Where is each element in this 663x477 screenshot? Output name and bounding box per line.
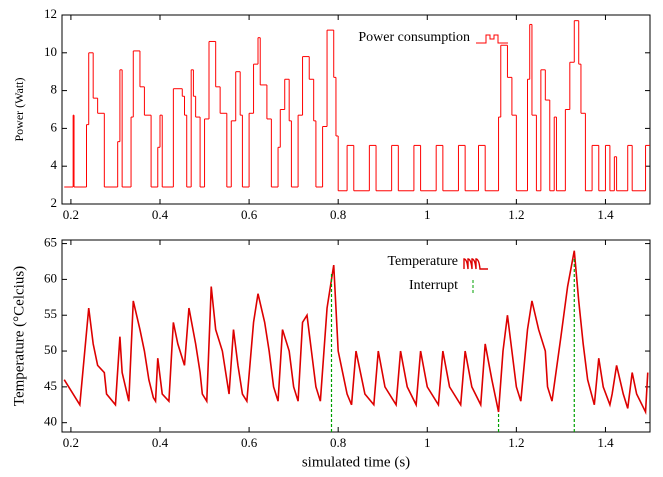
y-tick-label: 6 [51,119,58,134]
plot-area [64,20,650,192]
legend-label: Temperature [387,254,458,269]
legend-label: Interrupt [409,278,458,293]
y-tick-label: 50 [44,342,57,357]
y-axis-label: Temperature (°Celcius) [11,266,27,406]
plot-frame [61,239,651,433]
y-tick-label: 12 [44,6,57,21]
plot-frame [61,14,651,205]
y-tick-label: 8 [51,82,58,97]
x-tick-label: 1.2 [508,435,524,450]
x-tick-label: 1 [424,207,431,222]
x-tick-label: 1 [424,435,431,450]
y-tick-label: 40 [44,414,57,429]
x-tick-label: 0.8 [330,435,346,450]
x-axis-label: simulated time (s) [302,454,410,470]
x-tick-label: 1.2 [508,207,524,222]
y-tick-label: 60 [44,270,57,285]
y-tick-label: 10 [44,44,57,59]
x-tick-label: 0.6 [241,207,258,222]
x-tick-label: 0.4 [152,207,169,222]
legend-label: Power consumption [358,30,470,45]
x-tick-label: 0.6 [241,435,258,450]
x-tick-label: 0.8 [330,207,346,222]
plot-area [63,250,649,432]
x-tick-label: 0.2 [63,435,79,450]
y-tick-label: 45 [44,378,57,393]
y-tick-label: 2 [51,195,58,210]
y-axis-label: Power (Watt) [12,77,26,141]
x-tick-label: 0.2 [63,207,79,222]
x-tick-label: 1.4 [597,207,614,222]
x-tick-label: 1.4 [597,435,614,450]
legend-swatch [463,258,488,270]
y-tick-label: 55 [44,306,57,321]
x-tick-label: 0.4 [152,435,169,450]
y-tick-label: 65 [44,235,57,250]
temperature-line [63,250,649,416]
y-tick-label: 4 [51,157,58,172]
legend-swatch [476,34,508,44]
